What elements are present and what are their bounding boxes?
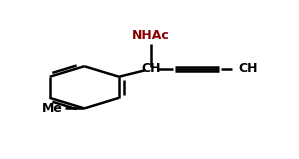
Text: Me: Me <box>42 102 63 115</box>
Text: CH: CH <box>238 62 258 75</box>
Text: CH: CH <box>141 62 161 75</box>
Text: NHAc: NHAc <box>132 28 170 41</box>
